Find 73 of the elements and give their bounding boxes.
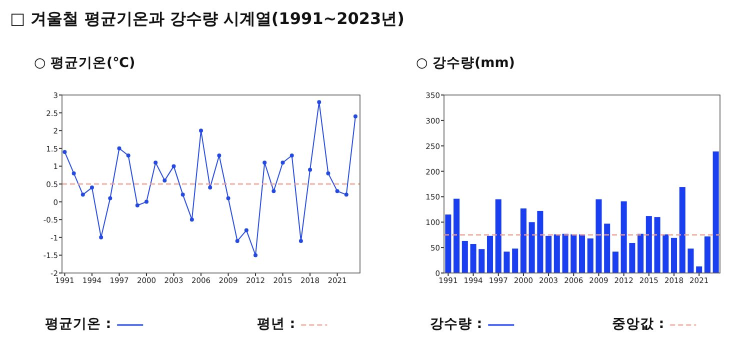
bar bbox=[478, 249, 485, 273]
bar bbox=[654, 217, 660, 273]
bar bbox=[495, 199, 502, 273]
point bbox=[326, 171, 330, 176]
chart-title: □ 겨울철 평균기온과 강수량 시계열(1991~2023년) bbox=[10, 9, 404, 28]
bar bbox=[688, 248, 694, 273]
point bbox=[154, 160, 158, 165]
point bbox=[72, 171, 76, 176]
legend-label: 평년 : bbox=[257, 316, 296, 332]
point bbox=[335, 189, 340, 194]
point bbox=[117, 146, 122, 150]
bar bbox=[638, 234, 644, 273]
point bbox=[135, 203, 140, 208]
bar bbox=[704, 236, 710, 273]
bar bbox=[570, 234, 577, 273]
bar bbox=[470, 244, 476, 273]
bar bbox=[520, 208, 526, 273]
point bbox=[226, 196, 230, 200]
point bbox=[344, 192, 348, 197]
bar bbox=[662, 234, 669, 273]
bar bbox=[445, 214, 452, 273]
point bbox=[199, 128, 204, 133]
point bbox=[99, 235, 104, 240]
point bbox=[172, 164, 176, 168]
legend-label: 중앙값 : bbox=[612, 316, 664, 332]
point bbox=[298, 238, 303, 243]
bar bbox=[604, 224, 610, 273]
bar bbox=[696, 266, 702, 273]
bar bbox=[712, 151, 719, 273]
point bbox=[290, 154, 294, 158]
bar bbox=[612, 252, 618, 273]
point bbox=[108, 196, 112, 200]
point bbox=[280, 160, 285, 165]
bar bbox=[554, 234, 560, 273]
bar bbox=[537, 210, 544, 273]
bar bbox=[528, 222, 535, 273]
bar bbox=[587, 238, 594, 273]
point bbox=[353, 114, 358, 118]
bar bbox=[454, 198, 460, 273]
point bbox=[244, 228, 248, 232]
point bbox=[180, 192, 185, 197]
legend-label: 평균기온 : bbox=[45, 316, 112, 332]
bar bbox=[512, 248, 518, 273]
point bbox=[208, 186, 212, 190]
point bbox=[254, 253, 258, 258]
point bbox=[235, 238, 240, 243]
bar bbox=[504, 252, 510, 273]
bar bbox=[620, 201, 627, 273]
point bbox=[126, 154, 130, 158]
bar bbox=[578, 234, 586, 273]
point bbox=[217, 154, 222, 158]
chart-subtitle: ○ 평균기온(℃) bbox=[34, 55, 136, 71]
point bbox=[317, 100, 322, 104]
point bbox=[262, 160, 267, 165]
point bbox=[62, 150, 67, 154]
point bbox=[272, 189, 276, 194]
bar bbox=[670, 238, 678, 273]
chart-subtitle: ○ 강수량(mm) bbox=[416, 55, 515, 71]
bar bbox=[629, 242, 636, 273]
bar bbox=[462, 240, 468, 273]
point bbox=[308, 168, 312, 172]
bar bbox=[679, 187, 686, 273]
bar bbox=[596, 199, 602, 273]
bar bbox=[646, 216, 652, 273]
bar bbox=[546, 236, 552, 273]
bar bbox=[562, 234, 568, 273]
legend-label: 강수량 : bbox=[430, 316, 482, 332]
bar bbox=[486, 236, 494, 273]
point bbox=[80, 192, 85, 197]
point bbox=[90, 186, 94, 190]
point bbox=[144, 200, 148, 204]
point bbox=[162, 178, 167, 182]
point bbox=[190, 218, 194, 222]
